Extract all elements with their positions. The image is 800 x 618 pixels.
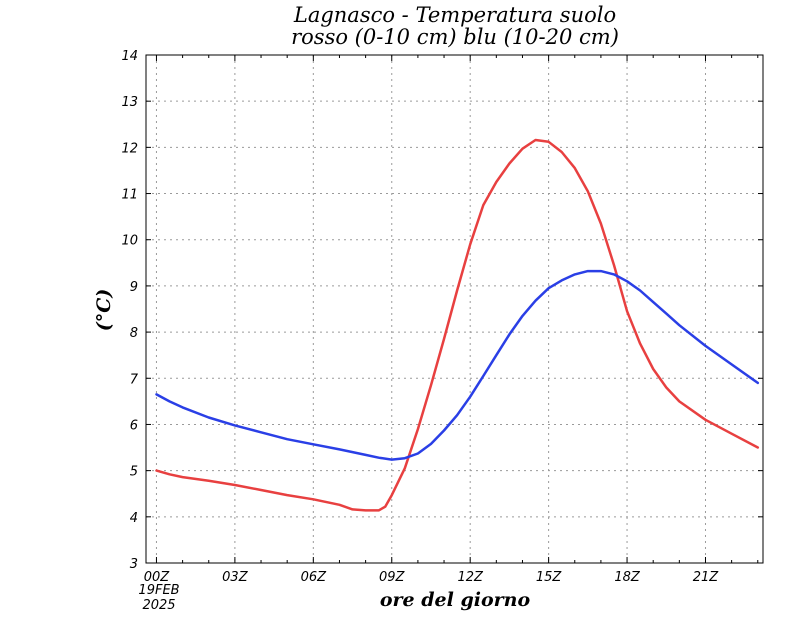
- x-tick-label: 21Z: [693, 570, 720, 585]
- x-axis-label: ore del giorno: [380, 589, 531, 611]
- y-tick-label: 7: [130, 372, 139, 387]
- y-tick-label: 6: [130, 418, 138, 433]
- y-tick-label: 12: [121, 141, 138, 156]
- x-tick-label: 09Z: [379, 570, 406, 585]
- date-label-day: 19FEB: [138, 583, 179, 598]
- chart-title-line-1: Lagnasco - Temperatura suolo: [293, 3, 616, 27]
- y-tick-label: 5: [130, 465, 138, 480]
- tick-labels: 3 4 5 6 7 8 9 10 11 12 13 14 00Z 03Z 06Z 09Z 12Z 15Z 18Z 21…: [121, 49, 719, 585]
- x-tick-label: 00Z: [144, 570, 171, 585]
- axis-ticks: [146, 54, 763, 564]
- y-tick-label: 13: [121, 95, 138, 110]
- x-tick-label: 18Z: [614, 570, 641, 585]
- y-tick-label: 9: [130, 280, 138, 295]
- y-tick-label: 3: [130, 557, 138, 572]
- y-tick-label: 14: [121, 49, 138, 64]
- x-tick-label: 12Z: [457, 570, 484, 585]
- y-tick-label: 4: [130, 511, 138, 526]
- series-line-red: [155, 138, 760, 512]
- series-lines: [155, 138, 760, 512]
- grid-lines: [146, 55, 763, 563]
- series-line-blue: [155, 269, 760, 461]
- x-tick-label: 15Z: [536, 570, 563, 585]
- date-label-year: 2025: [142, 598, 175, 613]
- y-tick-label: 10: [121, 234, 138, 249]
- plot-frame: [145, 54, 764, 564]
- y-axis-label: (°C): [93, 289, 115, 332]
- x-tick-label: 06Z: [301, 570, 328, 585]
- y-tick-label: 11: [121, 188, 138, 203]
- y-tick-label: 8: [130, 326, 138, 341]
- x-tick-label: 03Z: [222, 570, 249, 585]
- chart-title-line-2: rosso (0-10 cm) blu (10-20 cm): [291, 25, 619, 49]
